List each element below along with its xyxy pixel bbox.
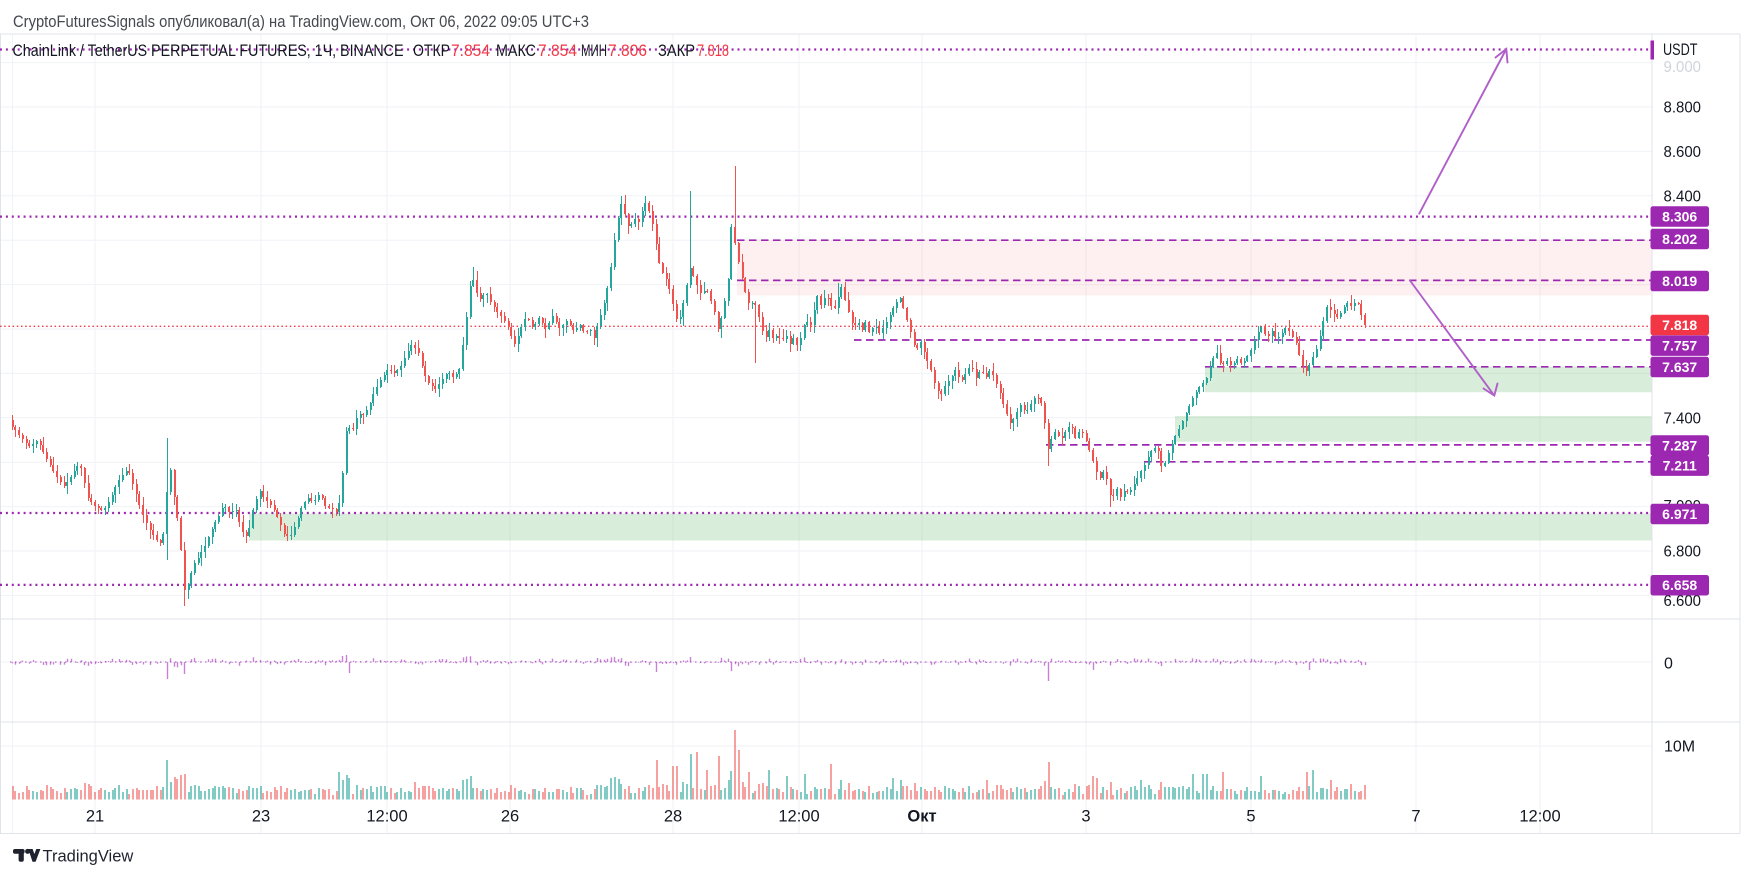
svg-text:Окт: Окт — [907, 808, 936, 826]
svg-text:7.818: 7.818 — [1662, 317, 1697, 333]
svg-text:8.306: 8.306 — [1662, 209, 1697, 225]
svg-text:7.287: 7.287 — [1662, 438, 1697, 454]
svg-text:7.211: 7.211 — [1663, 458, 1697, 474]
svg-text:21: 21 — [86, 808, 104, 826]
svg-text:ChainLink / TetherUS PERPETUAL: ChainLink / TetherUS PERPETUAL FUTURES, … — [13, 42, 404, 60]
svg-text:12:00: 12:00 — [1519, 808, 1560, 826]
svg-text:7.757: 7.757 — [1662, 338, 1697, 354]
svg-text:ОТКР: ОТКР — [413, 42, 450, 60]
svg-text:3: 3 — [1081, 808, 1090, 826]
svg-text:6.971: 6.971 — [1662, 506, 1697, 522]
svg-text:8.202: 8.202 — [1662, 231, 1697, 247]
svg-text:0: 0 — [1664, 656, 1673, 673]
svg-text:7: 7 — [1411, 808, 1420, 826]
svg-text:6.658: 6.658 — [1662, 577, 1697, 593]
svg-text:28: 28 — [664, 808, 682, 826]
svg-text:23: 23 — [252, 808, 270, 826]
svg-text:7.637: 7.637 — [1662, 359, 1697, 375]
svg-text:12:00: 12:00 — [778, 808, 819, 826]
svg-text:26: 26 — [501, 808, 519, 826]
svg-text:USDT: USDT — [1663, 41, 1698, 59]
svg-text:5: 5 — [1246, 808, 1255, 826]
svg-text:6.800: 6.800 — [1664, 544, 1702, 561]
svg-text:CryptoFuturesSignals опубликов: CryptoFuturesSignals опубликовал(а) на T… — [13, 12, 589, 31]
svg-text:TradingView: TradingView — [43, 848, 134, 866]
svg-text:6.600: 6.600 — [1664, 593, 1702, 610]
svg-text:МИН: МИН — [581, 42, 607, 60]
svg-text:ЗАКР: ЗАКР — [658, 42, 695, 60]
svg-text:9.000: 9.000 — [1664, 59, 1702, 76]
svg-text:8.019: 8.019 — [1662, 273, 1697, 289]
svg-text:МАКС: МАКС — [496, 42, 536, 60]
svg-text:7.806: 7.806 — [608, 42, 647, 60]
svg-text:8.600: 8.600 — [1664, 144, 1702, 161]
svg-text:7.400: 7.400 — [1664, 410, 1702, 427]
svg-text:10M: 10M — [1664, 739, 1695, 756]
svg-text:7.854: 7.854 — [538, 42, 577, 60]
svg-text:12:00: 12:00 — [366, 808, 407, 826]
svg-text:8.800: 8.800 — [1664, 100, 1702, 117]
svg-text:7.854: 7.854 — [451, 42, 490, 60]
svg-text:8.400: 8.400 — [1664, 188, 1702, 205]
svg-text:7.818: 7.818 — [697, 42, 729, 60]
